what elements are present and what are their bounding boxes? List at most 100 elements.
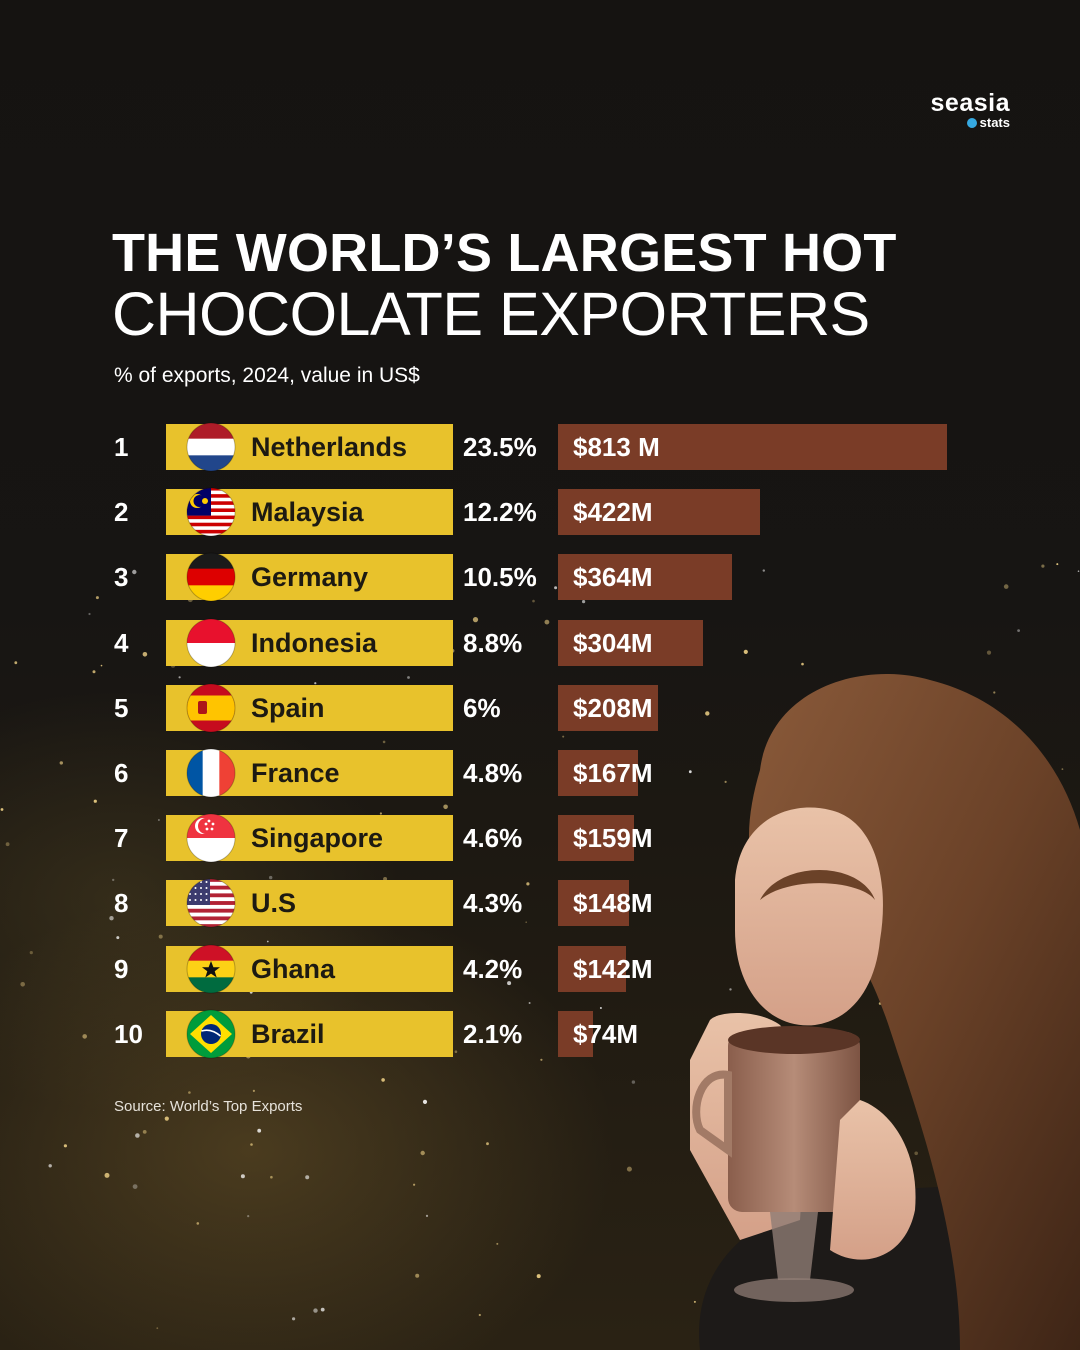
light-dot — [631, 1080, 636, 1084]
seasia-stats-logo: seasia stats — [931, 90, 1010, 130]
light-dot — [478, 1313, 481, 1317]
country-label-box: Netherlands — [166, 422, 453, 472]
light-dot — [1041, 564, 1045, 568]
value-bar — [558, 554, 732, 601]
chart-row: 2 Malaysia 12.2% $422M — [0, 487, 1080, 537]
value-label: $208M — [573, 692, 653, 723]
country-name: Ghana — [251, 953, 336, 984]
light-dot — [142, 652, 148, 657]
light-dot — [486, 1142, 489, 1146]
value-label: $159M — [573, 823, 653, 854]
light-dot — [188, 1091, 191, 1094]
light-dot — [20, 982, 26, 987]
light-dot — [100, 664, 103, 667]
light-dot — [420, 1150, 425, 1156]
germany-flag-icon — [186, 552, 236, 602]
value-label: $167M — [573, 758, 653, 788]
value-bar — [558, 619, 703, 666]
light-dot — [724, 780, 727, 784]
light-dot — [178, 676, 181, 679]
light-dot — [554, 586, 558, 590]
light-dot — [382, 740, 386, 744]
light-dot — [252, 1089, 255, 1092]
light-dot — [313, 1308, 318, 1313]
value-label: $142M — [573, 953, 653, 984]
light-dot — [240, 1174, 245, 1179]
light-dot — [135, 1133, 140, 1138]
share-percent-label: 12.2% — [463, 497, 537, 528]
light-dot — [635, 830, 640, 835]
chart-row: 4 Indonesia 8.8% $304M — [0, 618, 1080, 668]
country-label-box: France — [166, 748, 453, 798]
rank-label: 8 — [114, 888, 129, 919]
light-dot — [132, 1184, 138, 1189]
share-percent-label: 10.5% — [463, 562, 537, 593]
light-dot — [1003, 584, 1009, 589]
light-dot — [92, 670, 96, 674]
chart-row: 9 Ghana 4.2% $142M — [0, 944, 1080, 994]
chart-row: 3 Germany 10.5% $364M — [0, 552, 1080, 602]
value-label: $364M — [573, 562, 653, 593]
light-dot — [454, 1050, 458, 1053]
light-dot — [407, 676, 410, 679]
chart-row: 8 U.S 4.3% $148M — [0, 878, 1080, 928]
value-label: $422M — [573, 497, 653, 528]
value-bar — [558, 750, 638, 796]
light-dot — [104, 1172, 110, 1178]
netherlands-flag-icon — [186, 422, 236, 472]
country-label-box: Malaysia — [166, 487, 453, 537]
light-dot — [540, 1058, 543, 1061]
light-dot — [93, 799, 97, 803]
chart-row: 10 Brazil 2.1% $74M — [0, 1009, 1080, 1059]
light-dot — [1017, 629, 1020, 632]
light-dot — [496, 1242, 499, 1245]
light-dot — [88, 612, 91, 616]
country-name: U.S — [251, 888, 297, 919]
country-label-box: U.S — [166, 878, 453, 928]
light-dot — [705, 711, 710, 716]
light-dot — [381, 1078, 385, 1082]
light-dot — [532, 599, 535, 603]
light-dot — [743, 649, 748, 655]
country-label-box: Spain — [166, 683, 453, 733]
light-dot — [132, 569, 137, 575]
light-dot — [158, 934, 163, 939]
singapore-flag-icon — [186, 813, 236, 863]
light-dot — [413, 1183, 416, 1186]
light-dot — [59, 761, 63, 765]
light-dot — [801, 662, 804, 666]
rank-label: 6 — [114, 758, 129, 788]
indonesia-flag-icon — [186, 618, 236, 668]
light-dot — [693, 1300, 696, 1303]
light-dot — [320, 1307, 325, 1312]
light-dot — [247, 1215, 250, 1218]
rank-label: 1 — [114, 432, 129, 462]
face-shape — [735, 807, 883, 1026]
country-name: Brazil — [251, 1018, 325, 1049]
light-dot — [582, 600, 586, 604]
light-dot — [536, 1274, 541, 1279]
light-dot — [5, 842, 10, 847]
light-dot — [383, 877, 388, 881]
value-bar — [558, 684, 658, 731]
light-dot — [993, 691, 996, 694]
country-label-box: Indonesia — [166, 618, 453, 668]
country-name: Malaysia — [251, 497, 364, 528]
value-bar — [558, 880, 629, 927]
light-dot — [157, 819, 160, 821]
mug-shape — [728, 1032, 860, 1212]
share-percent-label: 4.6% — [463, 823, 523, 854]
country-name: Indonesia — [251, 627, 378, 658]
light-dot — [626, 1166, 632, 1172]
mug-handle-shape — [692, 1070, 732, 1158]
country-label-box: Brazil — [166, 1009, 453, 1059]
light-dot — [507, 981, 512, 986]
brazil-flag-icon — [186, 1009, 236, 1059]
share-percent-label: 2.1% — [463, 1018, 523, 1049]
light-dot — [0, 808, 4, 811]
light-dot — [425, 1214, 429, 1217]
mug-rim-shape — [728, 1026, 860, 1054]
logo-sub: stats — [931, 116, 1010, 130]
share-percent-label: 23.5% — [463, 432, 537, 462]
